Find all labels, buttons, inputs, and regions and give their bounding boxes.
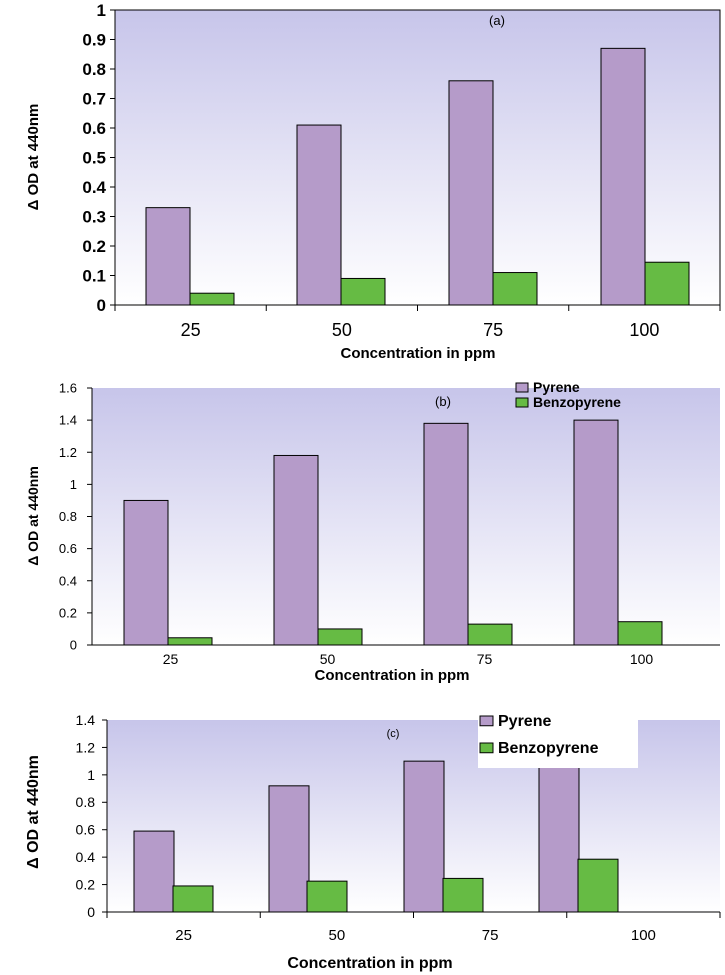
legend-swatch <box>479 742 494 754</box>
legend-label: Pyrene <box>533 379 580 395</box>
bar <box>538 753 580 913</box>
bar <box>172 885 214 913</box>
x-tick-label: 50 <box>320 651 336 667</box>
x-tick-label: 25 <box>163 651 179 667</box>
y-tick-label: 1 <box>70 477 77 492</box>
x-tick-label: 75 <box>483 320 503 340</box>
bar <box>268 785 310 913</box>
bar <box>167 637 213 646</box>
bar <box>306 880 348 913</box>
bar <box>145 207 191 306</box>
x-tick-label: 100 <box>631 927 656 944</box>
x-axis-label: Concentration in ppm <box>315 667 470 684</box>
bar <box>317 628 363 646</box>
legend-swatch <box>515 397 529 408</box>
y-tick-label: 1.4 <box>59 413 77 428</box>
y-tick-label: 0.3 <box>82 207 106 226</box>
series-0 <box>145 47 646 306</box>
y-tick-label: 1.2 <box>59 445 77 460</box>
series-1 <box>189 261 690 306</box>
bar <box>189 292 235 306</box>
x-tick-label: 25 <box>181 320 201 340</box>
bar <box>573 419 619 646</box>
x-tick-label: 100 <box>629 320 659 340</box>
bar <box>448 80 494 306</box>
bar <box>340 277 386 306</box>
plot-area <box>92 388 720 645</box>
bar <box>617 621 663 646</box>
panel-label: (a) <box>489 13 505 28</box>
y-axis-label: Δ OD at 440nm <box>25 104 42 211</box>
bar <box>442 877 484 913</box>
y-tick-label: 0.2 <box>59 605 77 620</box>
chart-c: 0 0.2 0.4 0.6 0.8 1 1.2 1.4 25 50 75 100 Concentrati… <box>25 712 721 972</box>
legend: Pyrene Benzopyrene <box>478 712 638 768</box>
bar <box>644 261 690 306</box>
y-tick-label: 0.9 <box>82 30 106 49</box>
y-tick-label: 0.2 <box>82 237 106 256</box>
y-tick-label: 0 <box>70 638 77 653</box>
y-axis-label: Δ OD at 440nm <box>25 755 42 869</box>
y-tick-label: 1.2 <box>76 739 96 755</box>
x-axis-label: Concentration in ppm <box>287 955 452 972</box>
y-tick-label: 0.5 <box>82 148 106 167</box>
legend-label: Benzopyrene <box>533 394 621 410</box>
y-tick-label: 0.4 <box>82 178 106 197</box>
y-tick-label: 1.6 <box>59 381 77 396</box>
bar <box>133 830 175 913</box>
bar <box>467 623 513 646</box>
series-1 <box>167 621 663 646</box>
y-tick-label: 1.4 <box>76 712 96 728</box>
series-1 <box>172 858 619 913</box>
legend-swatch <box>479 715 494 727</box>
y-tick-label: 0.2 <box>76 876 96 892</box>
y-tick-label: 0.4 <box>76 849 96 865</box>
y-tick-label: 0.8 <box>59 509 77 524</box>
x-tick-label: 75 <box>482 927 499 944</box>
legend-label: Pyrene <box>498 713 551 730</box>
x-axis-label: Concentration in ppm <box>341 345 496 362</box>
panel-label: (c) <box>387 728 400 740</box>
y-tick-label: 0.6 <box>76 822 96 838</box>
bar <box>296 124 342 306</box>
panel-label: (b) <box>435 394 451 409</box>
bar <box>403 760 445 913</box>
y-tick-label: 0.4 <box>59 573 77 588</box>
x-tick-label: 75 <box>477 651 493 667</box>
y-axis-label: Δ OD at 440nm <box>25 466 41 566</box>
y-tick-label: 0.8 <box>76 794 96 810</box>
x-tick-label: 50 <box>329 927 346 944</box>
y-tick-label: 0.7 <box>82 89 106 108</box>
series-0 <box>133 753 580 913</box>
y-tick-label: 0.6 <box>82 119 106 138</box>
legend-label: Benzopyrene <box>498 740 599 757</box>
bar <box>273 454 319 646</box>
chart-a: 0 0.1 0.2 0.3 0.4 0.5 0.6 0.7 0.8 0.9 1 25 50 75 100 Co… <box>25 1 721 362</box>
series-0 <box>123 419 619 646</box>
bar <box>492 272 538 306</box>
y-tick-label: 1 <box>87 767 95 783</box>
y-tick-label: 1 <box>97 1 106 20</box>
y-tick-label: 0.6 <box>59 541 77 556</box>
y-tick-label: 0.1 <box>82 266 106 285</box>
y-tick-label: 0.8 <box>82 60 106 79</box>
x-tick-label: 100 <box>630 651 654 667</box>
y-tick-label: 0 <box>97 296 106 315</box>
bar <box>577 858 619 913</box>
chart-b: 0 0.2 0.4 0.6 0.8 1 1.2 1.4 1.6 25 50 75 100 Concentr… <box>25 379 720 684</box>
x-tick-label: 50 <box>332 320 352 340</box>
x-tick-label: 25 <box>175 927 192 944</box>
bar <box>600 47 646 306</box>
bar <box>423 422 469 646</box>
bar <box>123 499 169 646</box>
legend-swatch <box>515 382 529 393</box>
y-tick-label: 0 <box>87 904 95 920</box>
